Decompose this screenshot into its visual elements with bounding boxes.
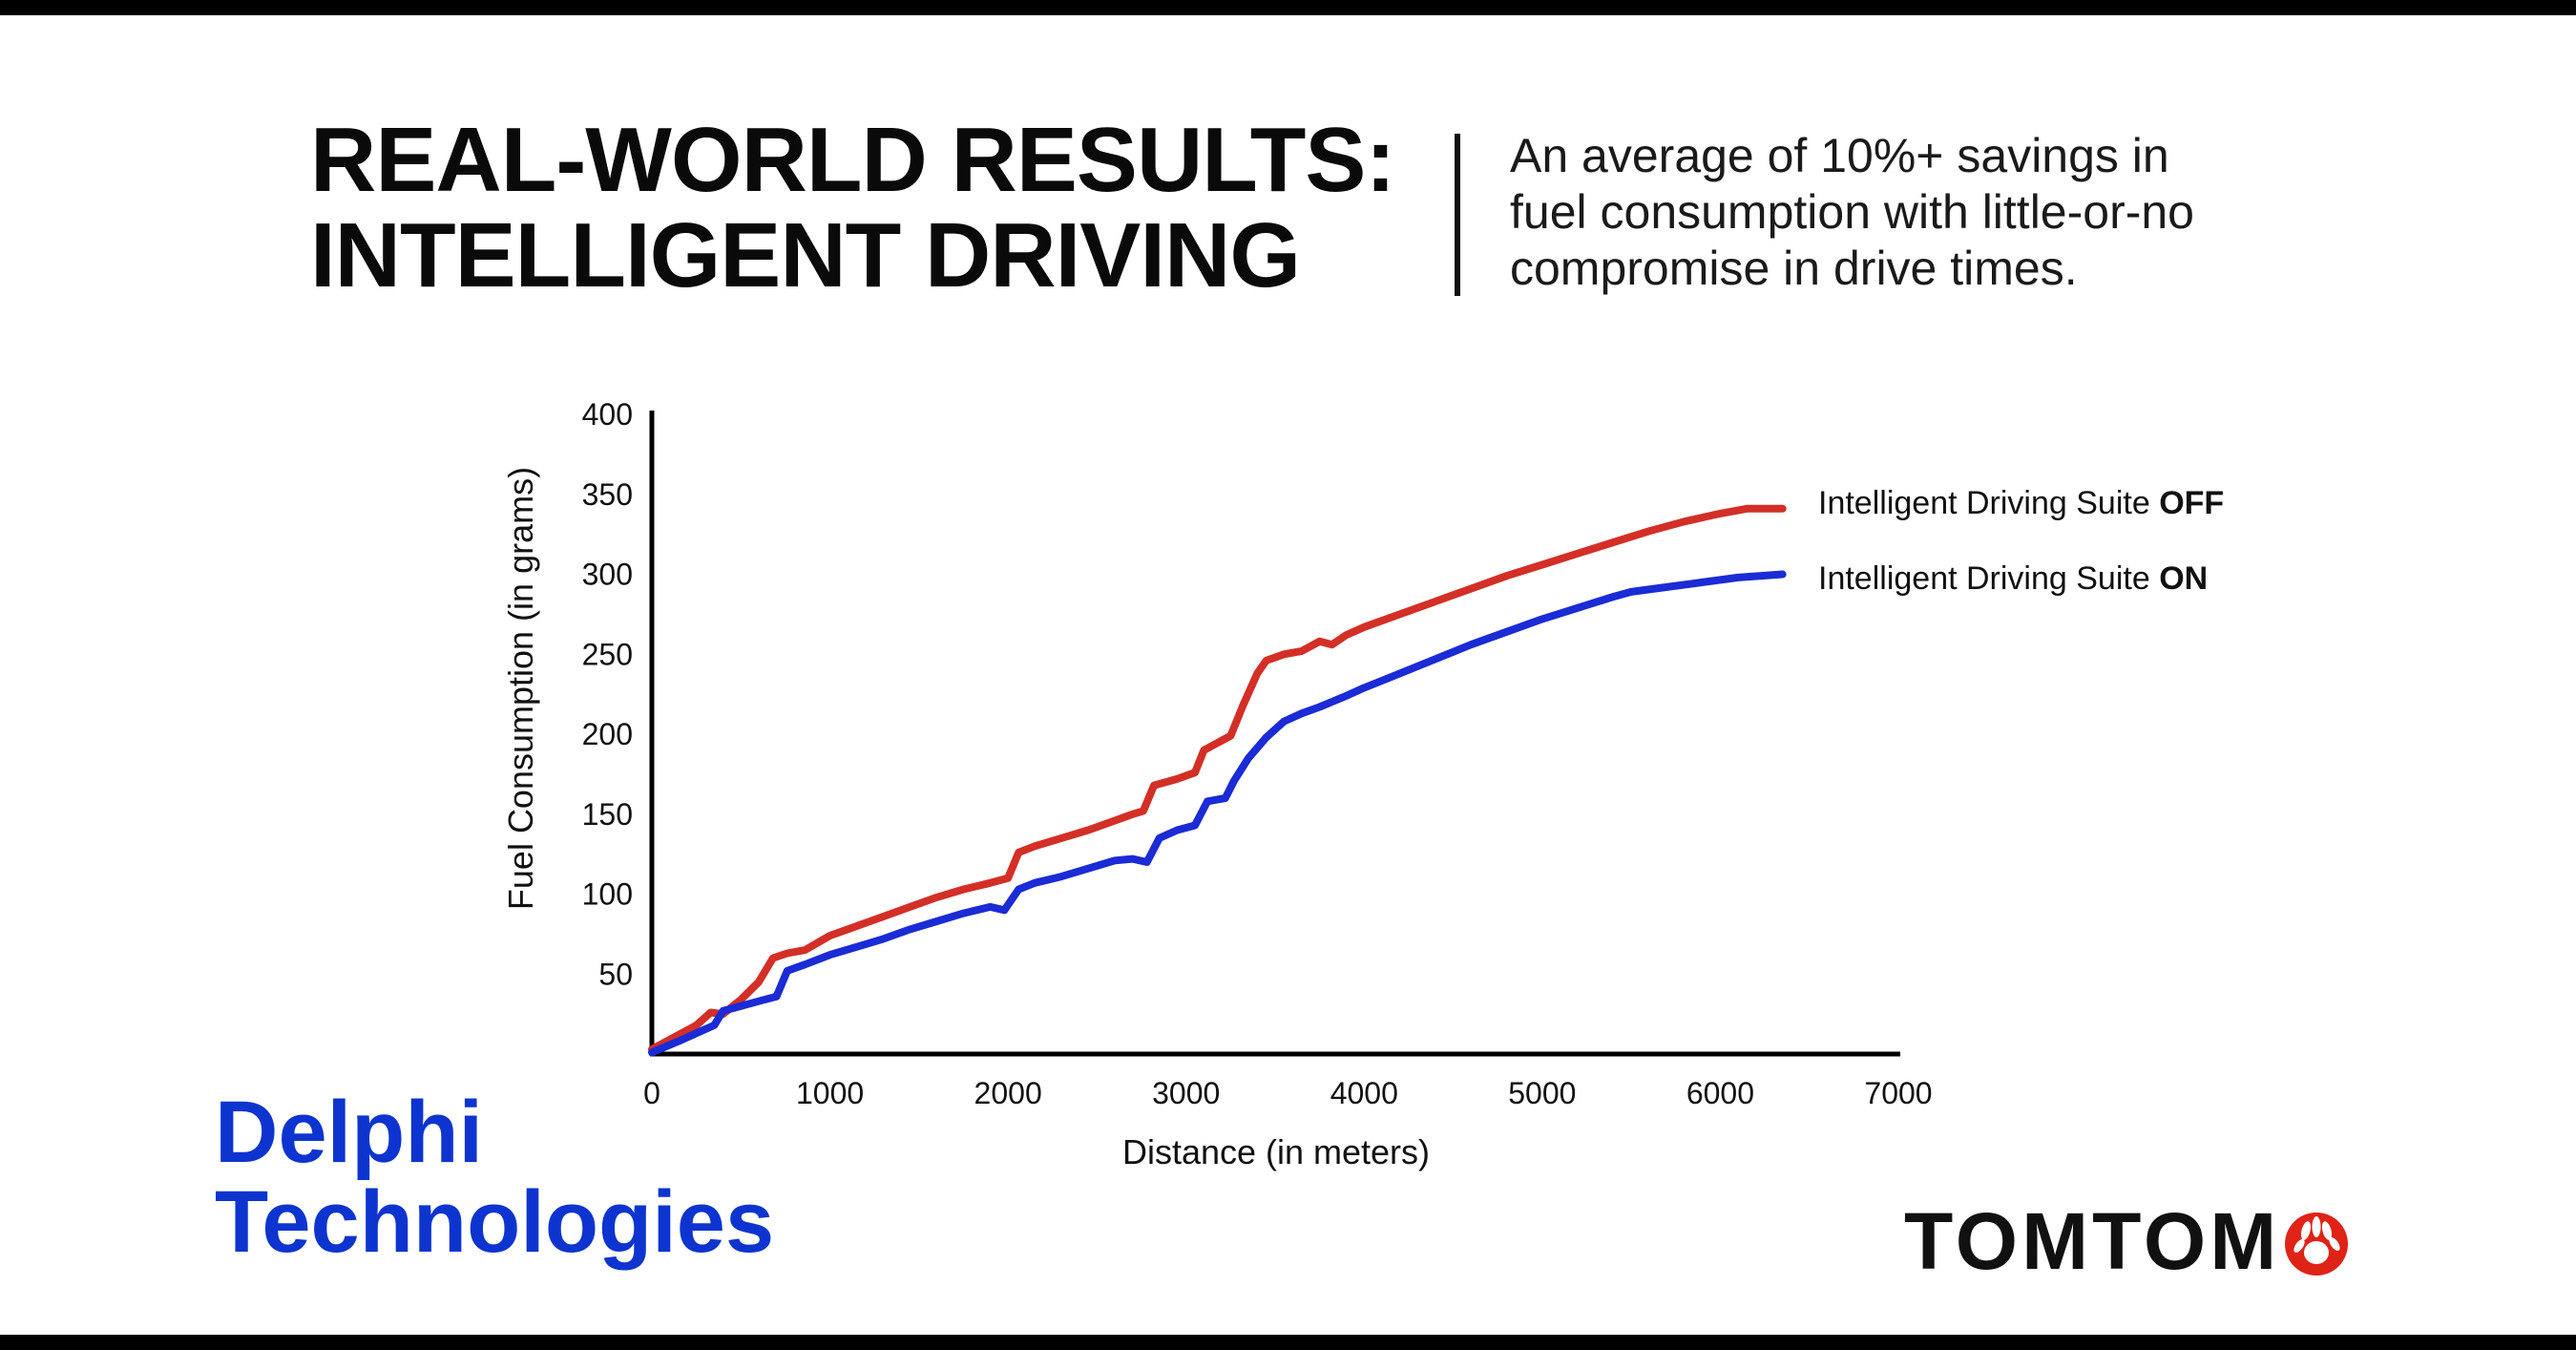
svg-text:200: 200: [582, 717, 633, 751]
legend-off-bold: OFF: [2159, 485, 2225, 521]
svg-text:2000: 2000: [974, 1076, 1042, 1110]
x-axis-title: Distance (in meters): [1121, 1132, 1431, 1171]
tomtom-logo: TOMTOM: [1904, 1195, 2351, 1288]
svg-text:3000: 3000: [1152, 1076, 1220, 1110]
page-title: REAL-WORLD RESULTS: INTELLIGENT DRIVING: [310, 109, 1395, 306]
svg-text:150: 150: [582, 797, 633, 832]
page-title-line1: REAL-WORLD RESULTS:: [310, 109, 1395, 211]
svg-text:250: 250: [582, 637, 633, 671]
legend-item-suite-off: Intelligent Driving Suite OFF: [1818, 485, 2224, 522]
letterbox-bottom-bar: [0, 1335, 2576, 1350]
letterbox-top-bar: [0, 0, 2576, 15]
page-title-line2: INTELLIGENT DRIVING: [310, 203, 1301, 306]
svg-text:0: 0: [643, 1076, 660, 1110]
subtitle-line2: fuel consumption with little-or-no: [1510, 185, 2194, 239]
tomtom-hand-icon: [2282, 1210, 2351, 1283]
svg-text:100: 100: [582, 877, 633, 912]
delphi-logo-line1: Delphi: [215, 1084, 484, 1181]
tomtom-wordmark: TOMTOM: [1904, 1196, 2281, 1286]
delphi-logo-line2: Technologies: [215, 1172, 775, 1271]
header-vertical-divider: [1455, 134, 1460, 296]
legend-on-bold: ON: [2159, 560, 2209, 597]
svg-text:5000: 5000: [1508, 1076, 1576, 1110]
svg-text:350: 350: [582, 477, 633, 512]
legend-on-text: Intelligent Driving Suite: [1818, 560, 2160, 597]
svg-text:6000: 6000: [1686, 1076, 1754, 1110]
svg-text:400: 400: [582, 397, 633, 432]
subtitle-line3: compromise in drive times.: [1510, 242, 2078, 295]
legend-off-text: Intelligent Driving Suite: [1818, 485, 2160, 521]
svg-text:7000: 7000: [1864, 1076, 1932, 1110]
svg-text:4000: 4000: [1330, 1076, 1398, 1110]
svg-text:50: 50: [598, 957, 633, 991]
svg-text:1000: 1000: [796, 1076, 864, 1110]
subtitle-line1: An average of 10%+ savings in: [1510, 129, 2169, 182]
page-subtitle: An average of 10%+ savings in fuel consu…: [1510, 128, 2194, 297]
legend-item-suite-on: Intelligent Driving Suite ON: [1818, 560, 2208, 598]
svg-text:300: 300: [582, 558, 633, 592]
delphi-technologies-logo: Delphi Technologies: [215, 1084, 775, 1271]
